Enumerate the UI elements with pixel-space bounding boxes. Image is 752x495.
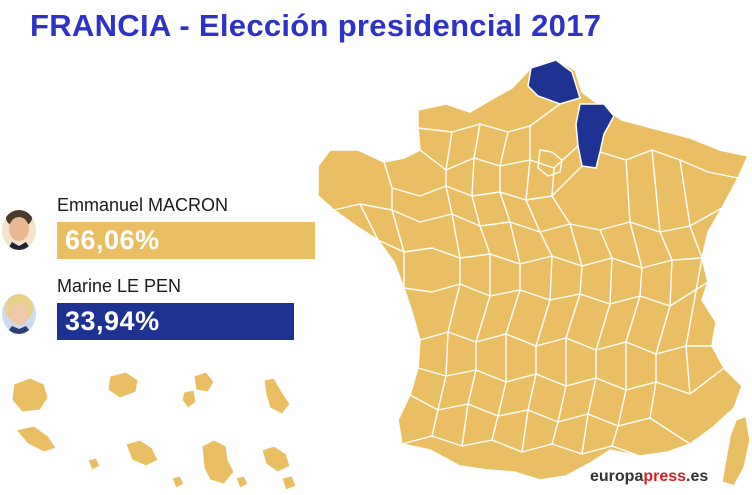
department-aisne [575, 103, 615, 169]
small-island-4 [281, 475, 297, 491]
le-pen-avatar [2, 294, 36, 334]
guiana [181, 389, 197, 409]
corsica [721, 414, 751, 487]
result-bar-le-pen: 33,94% [57, 303, 294, 340]
department-pas-de-calais [527, 59, 581, 105]
reunion-island [11, 377, 49, 413]
polynesia [261, 445, 291, 473]
saint-pierre-and-miquelon [15, 425, 57, 453]
result-value-le-pen: 33,94% [65, 306, 160, 336]
candidate-name-le-pen: Marine LE PEN [57, 276, 182, 296]
metropolitan-france [317, 59, 751, 487]
wallis-futuna [125, 439, 159, 467]
macron-avatar [2, 210, 36, 250]
europapress-logo: europapress.es [590, 468, 709, 485]
page-title: FRANCIA - Elección presidencial 2017 [30, 8, 602, 43]
saint-martin [193, 371, 215, 393]
result-bar-macron: 66,06% [57, 222, 315, 259]
mayotte [201, 439, 235, 485]
guadeloupe [107, 371, 139, 399]
martinique [263, 377, 291, 415]
overseas-territories [11, 371, 297, 491]
small-island-1 [87, 457, 101, 471]
result-value-macron: 66,06% [65, 225, 160, 255]
small-island-3 [235, 475, 249, 489]
candidate-name-macron: Emmanuel MACRON [57, 195, 229, 215]
small-island-2 [171, 475, 185, 489]
mainland-outline [317, 59, 750, 481]
department-borders [333, 103, 739, 457]
